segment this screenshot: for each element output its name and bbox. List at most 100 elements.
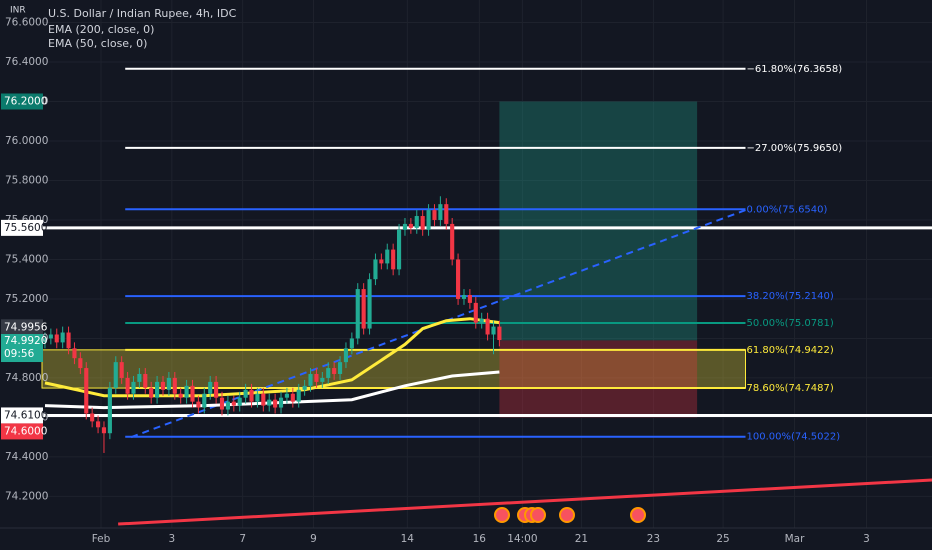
countdown-label: 09:56: [4, 348, 35, 360]
candle-body: [385, 249, 390, 264]
candle-body: [379, 259, 384, 264]
candle-body: [290, 393, 295, 402]
candle-body: [343, 348, 349, 363]
price-badge: [1, 423, 43, 440]
candle-body: [479, 318, 484, 323]
candle-body: [396, 229, 402, 270]
indicator-legend[interactable]: EMA (50, close, 0): [48, 37, 147, 50]
candle-body: [54, 334, 59, 343]
x-tick-label: 9: [310, 533, 317, 545]
candle-body: [66, 332, 71, 349]
candle-body: [473, 302, 478, 323]
candle-body: [337, 362, 343, 374]
candle-body: [131, 381, 136, 394]
price-badge: [1, 219, 43, 236]
y-tick-label: 76.0000: [5, 135, 48, 147]
candle-body: [491, 326, 496, 335]
candle-body: [391, 249, 396, 270]
x-tick-label: 25: [716, 533, 729, 545]
fib-label: 78.60%(74.7487): [747, 383, 834, 394]
candle-body: [408, 223, 413, 228]
price-badge-label: 74.6100: [4, 409, 47, 421]
price-badge-label: 74.6000: [4, 425, 47, 437]
candle-body: [249, 389, 254, 402]
currency: INR: [10, 6, 26, 16]
candle-body: [255, 393, 260, 402]
candle-body: [90, 413, 95, 422]
candle-body: [196, 401, 201, 408]
last-price-label: 74.9920: [4, 335, 47, 347]
candle-body: [178, 393, 183, 398]
price-badge-label: 74.9956: [4, 321, 48, 333]
candle-body: [101, 427, 107, 434]
candle-body: [190, 385, 195, 402]
candle-body: [456, 259, 461, 299]
candle-body: [273, 399, 278, 408]
x-tick-label: Mar: [785, 533, 805, 545]
candle-body: [308, 373, 313, 386]
candle-body: [149, 387, 154, 398]
price-badge: [1, 319, 43, 336]
candle-body: [48, 334, 53, 339]
fib-label: 50.00%(75.0781): [747, 318, 834, 329]
candle-body: [160, 381, 166, 390]
x-tick-label: 3: [168, 533, 175, 545]
candle-body: [125, 377, 130, 394]
candle-body: [461, 295, 467, 299]
price-badge: [1, 93, 43, 110]
price-badge-label: 76.2000: [4, 95, 47, 107]
candle-body: [426, 210, 431, 230]
fib-label: 100.00%(74.5022): [747, 432, 841, 443]
candle-body: [467, 295, 472, 303]
candle-body: [208, 381, 213, 394]
candle-body: [107, 387, 112, 434]
candle-body: [373, 259, 378, 280]
candle-body: [320, 377, 325, 382]
event-icon[interactable]: [530, 507, 546, 523]
candle-body: [302, 385, 307, 390]
candle-body: [184, 385, 189, 398]
candle-body: [60, 332, 65, 343]
last-price-badge: [1, 334, 43, 363]
candle-body: [237, 397, 242, 406]
candle-body: [243, 389, 248, 398]
candle-body: [96, 421, 101, 428]
event-icon[interactable]: [630, 507, 646, 523]
fib-label: −27.00%(75.9650): [747, 143, 843, 154]
candle-body: [231, 401, 236, 406]
candle-body: [261, 393, 266, 406]
position-target: [499, 101, 698, 341]
y-tick-label: 75.8000: [5, 174, 48, 186]
y-tick-label: 74.2000: [5, 490, 48, 502]
price-badge: [1, 407, 43, 424]
candle-body: [214, 381, 219, 398]
x-tick-label: 14:00: [507, 533, 537, 545]
candle-body: [414, 216, 419, 228]
event-icon[interactable]: [494, 507, 510, 523]
candle-body: [219, 397, 225, 410]
candle-body: [367, 279, 372, 329]
candle-body: [278, 397, 284, 408]
x-tick-label: 16: [473, 533, 487, 545]
y-tick-label: 74.8000: [5, 372, 48, 384]
indicator-legend[interactable]: EMA (200, close, 0): [48, 23, 154, 36]
x-tick-label: 7: [239, 533, 246, 545]
candle-body: [225, 401, 230, 410]
x-tick-label: 23: [647, 533, 660, 545]
candle-body: [84, 368, 89, 414]
position-stop: [499, 340, 698, 418]
candle-body: [326, 368, 331, 378]
candle-body: [432, 210, 437, 220]
y-tick-label: 74.4000: [5, 451, 48, 463]
candle-body: [485, 318, 490, 335]
candle-body: [332, 368, 337, 374]
symbol-title: U.S. Dollar / Indian Rupee, 4h, IDC: [48, 7, 237, 20]
candle-body: [119, 362, 124, 378]
event-icon[interactable]: [559, 507, 575, 523]
price-badge-label: 75.5600: [4, 222, 47, 234]
fib-label: 61.80%(74.9422): [747, 345, 834, 356]
fib-label: 38.20%(75.2140): [747, 291, 834, 302]
x-tick-label: 14: [401, 533, 415, 545]
